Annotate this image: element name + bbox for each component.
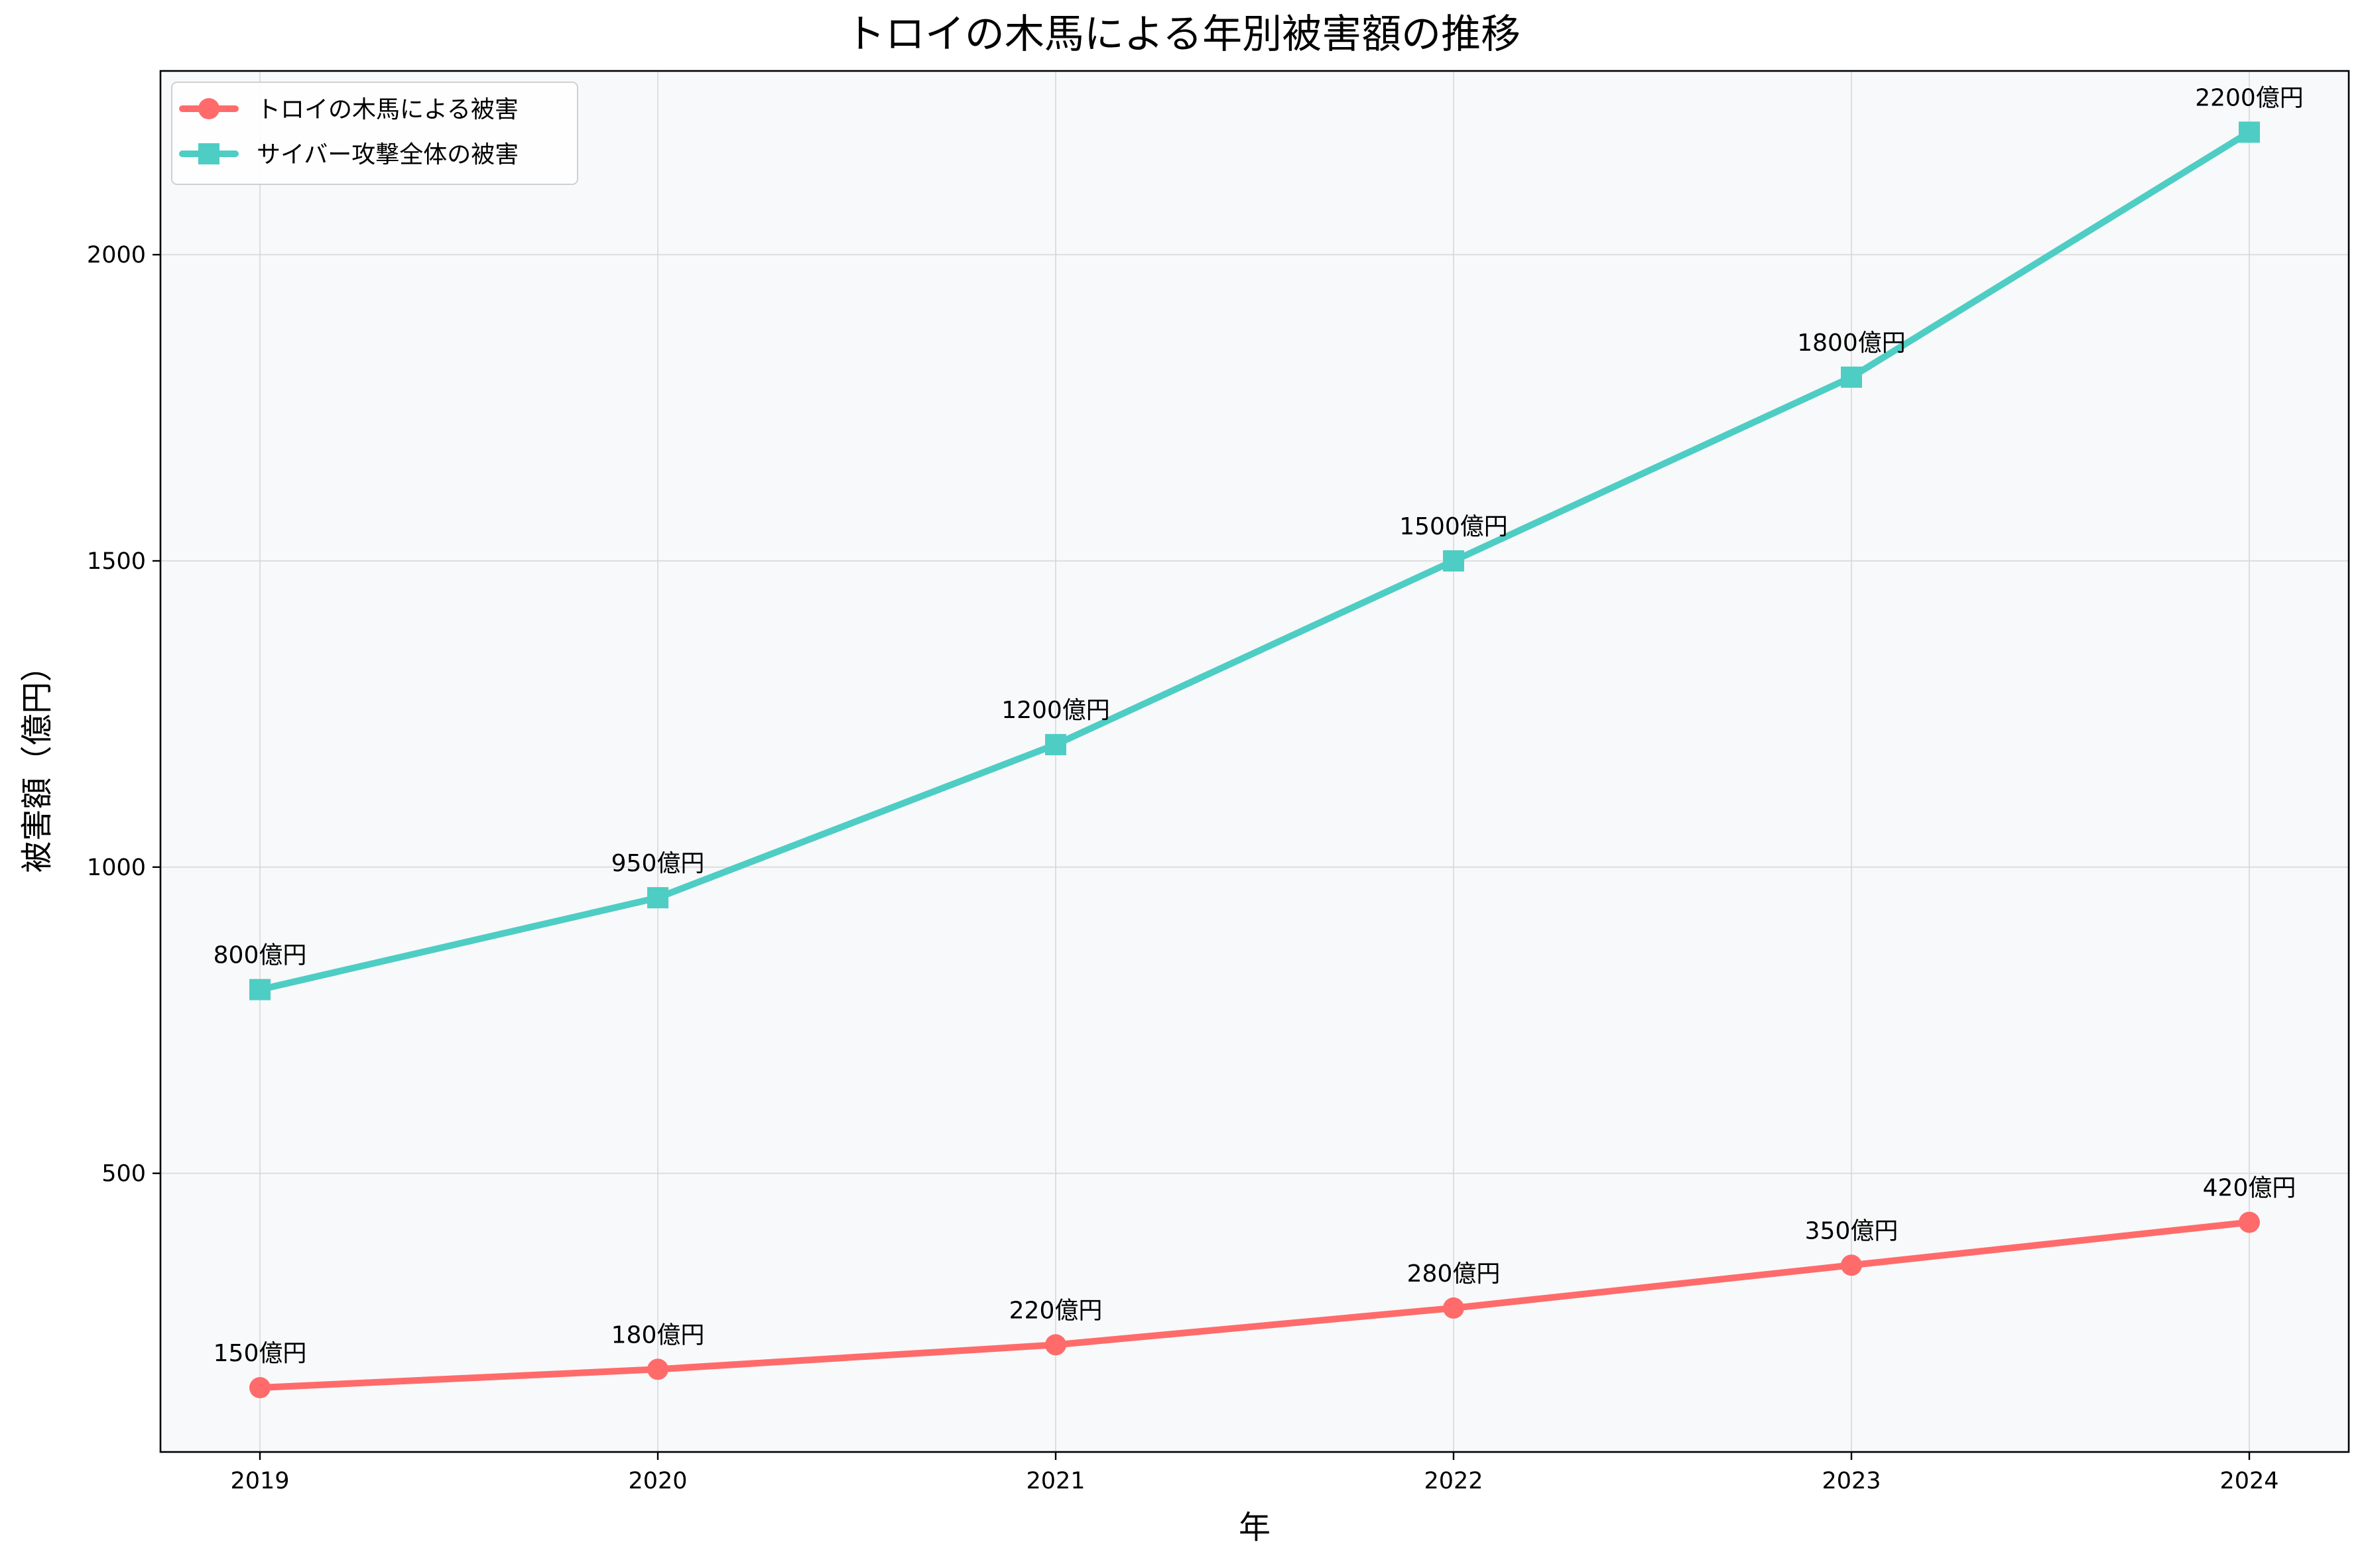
data-point	[647, 1358, 668, 1380]
legend-label: トロイの木馬による被害	[257, 96, 519, 123]
y-tick-label: 500	[101, 1161, 146, 1187]
plot-area	[160, 71, 2349, 1452]
data-point	[2239, 1211, 2260, 1233]
legend-box	[171, 82, 578, 185]
data-point	[2239, 121, 2260, 143]
legend-label: サイバー攻撃全体の被害	[257, 141, 519, 168]
data-point	[249, 1377, 271, 1399]
series-line	[257, 129, 2253, 993]
series-line	[257, 1219, 2253, 1392]
data-point	[1841, 366, 1862, 388]
data-label: 950億円	[611, 850, 705, 877]
y-axis-label: 被害額（億円）	[19, 650, 56, 873]
axis-ticks: 2019 2020 2021 2022 2023 2024 500 1000 1500 2000	[87, 242, 2279, 1494]
data-label: 1800億円	[1797, 330, 1906, 357]
y-tick-label: 1500	[87, 548, 146, 575]
series-layer: 150億円 180億円 220億円 280億円 350億円 420億円 800億円 950億円…	[214, 84, 2304, 1399]
data-point	[1045, 734, 1066, 756]
series-2: 800億円 950億円 1200億円 1500億円 1800億円 2200億円	[214, 84, 2304, 1000]
data-point	[1443, 1297, 1464, 1319]
data-label: 180億円	[611, 1321, 705, 1349]
x-tick-label: 2020	[628, 1468, 687, 1494]
data-label: 800億円	[214, 942, 307, 969]
x-tick-label: 2023	[1822, 1468, 1881, 1494]
y-tick-label: 1000	[87, 855, 146, 881]
data-point	[249, 979, 271, 1000]
x-tick-label: 2022	[1424, 1468, 1483, 1494]
legend-item: トロイの木馬による被害	[179, 96, 519, 123]
chart-title: トロイの木馬による年別被害額の推移	[845, 11, 1521, 58]
data-point	[1443, 550, 1464, 572]
data-label: 220億円	[1009, 1297, 1103, 1324]
series-1: 150億円 180億円 220億円 280億円 350億円 420億円	[214, 1175, 2296, 1399]
legend-marker	[198, 143, 219, 164]
x-tick-label: 2024	[2219, 1468, 2278, 1494]
x-tick-label: 2021	[1026, 1468, 1085, 1494]
data-point	[1841, 1254, 1862, 1276]
y-tick-label: 2000	[87, 242, 146, 269]
x-tick-label: 2019	[230, 1468, 289, 1494]
plot-frame	[159, 70, 2350, 1453]
legend-marker	[198, 98, 219, 119]
data-label: 420億円	[2203, 1175, 2296, 1202]
data-point	[1045, 1334, 1066, 1356]
data-label: 280億円	[1407, 1260, 1501, 1288]
grid	[160, 71, 2349, 1452]
data-label: 1500億円	[1399, 513, 1508, 540]
data-label: 1200億円	[1001, 697, 1110, 724]
x-axis-label: 年	[1239, 1509, 1271, 1546]
data-label: 350億円	[1805, 1217, 1899, 1244]
data-label: 150億円	[214, 1340, 307, 1367]
data-point	[647, 887, 668, 909]
data-label: 2200億円	[2195, 84, 2304, 111]
legend-item: サイバー攻撃全体の被害	[179, 141, 519, 168]
